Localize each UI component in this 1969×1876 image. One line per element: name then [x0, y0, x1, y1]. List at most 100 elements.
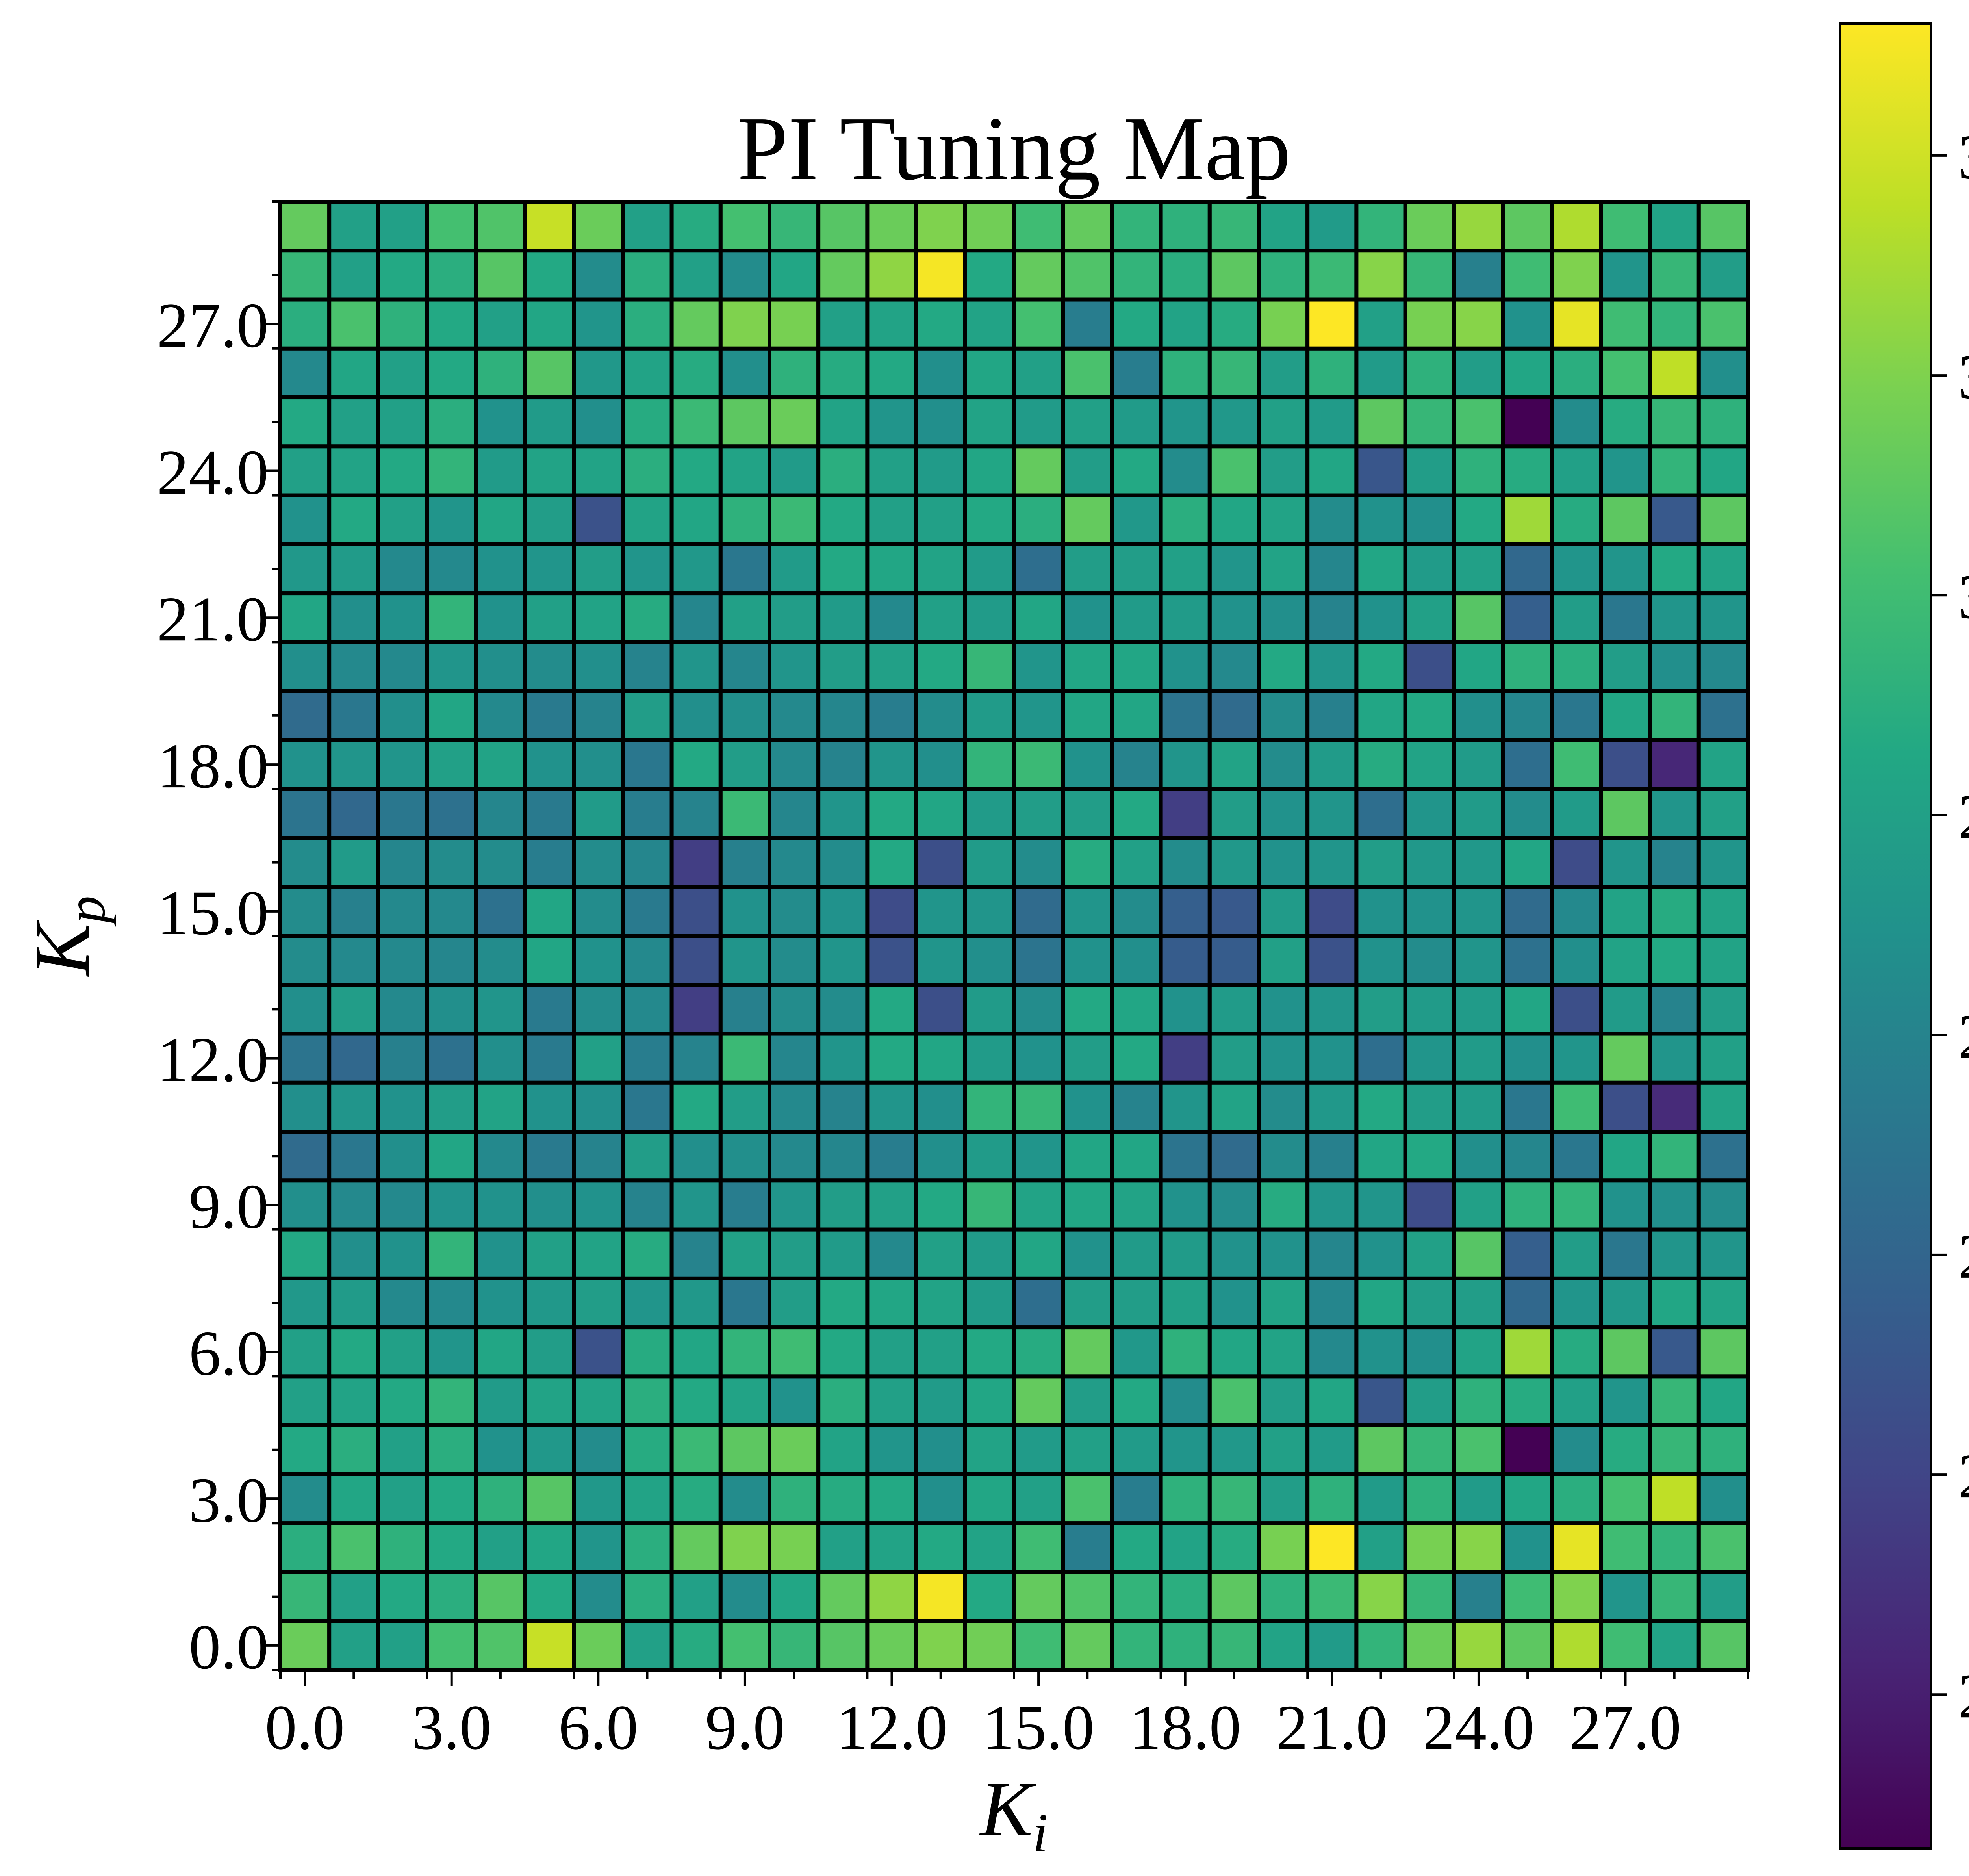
heatmap-cell [278, 297, 332, 351]
heatmap-cell [1257, 983, 1310, 1036]
heatmap-cell [1305, 885, 1359, 938]
heatmap-cell [1599, 1374, 1652, 1427]
heatmap-cell [1696, 346, 1750, 400]
heatmap-cell [1648, 983, 1701, 1036]
heatmap-cell [1648, 836, 1701, 889]
heatmap-cell [718, 493, 772, 546]
heatmap-cell [1501, 836, 1554, 889]
heatmap-cell [1550, 1032, 1603, 1085]
heatmap-cell [1599, 346, 1652, 400]
heatmap-cell [718, 738, 772, 791]
heatmap-cell [1648, 591, 1701, 644]
heatmap-cell [1159, 738, 1212, 791]
heatmap-cell [963, 395, 1016, 449]
heatmap-cell [963, 1227, 1016, 1280]
heatmap-cells [278, 200, 1750, 1672]
y-tick-label: 12.0 [157, 1025, 269, 1095]
heatmap-cell [816, 346, 870, 400]
heatmap-cell [1061, 1276, 1114, 1330]
heatmap-cell [1257, 1423, 1310, 1476]
heatmap-cell [621, 689, 674, 742]
heatmap-cell [1207, 1080, 1261, 1134]
heatmap-cell [669, 493, 723, 546]
heatmap-cell [278, 200, 332, 253]
heatmap-cell [523, 395, 576, 449]
heatmap-cell [816, 689, 870, 742]
y-tick-label: 3.0 [189, 1465, 269, 1536]
heatmap-cell [1403, 1130, 1456, 1183]
heatmap-cell [914, 542, 967, 596]
heatmap-cell [768, 1423, 821, 1476]
heatmap-cell [621, 249, 674, 302]
heatmap-cell [1550, 395, 1603, 449]
heatmap-cell [621, 1570, 674, 1623]
heatmap-cell [376, 249, 429, 302]
heatmap-cell [768, 1521, 821, 1574]
heatmap-cell [1599, 591, 1652, 644]
heatmap-cell [1257, 1374, 1310, 1427]
heatmap-cell [768, 1374, 821, 1427]
heatmap-cell [669, 1325, 723, 1379]
heatmap-cell [1501, 444, 1554, 497]
heatmap-cell [572, 493, 625, 546]
heatmap-cell [1305, 640, 1359, 693]
heatmap-cell [1696, 1276, 1750, 1330]
heatmap-cell [963, 1032, 1016, 1085]
heatmap-cell [914, 346, 967, 400]
heatmap-cell [1599, 689, 1652, 742]
heatmap-cell [1305, 787, 1359, 840]
heatmap-cell [523, 738, 576, 791]
heatmap-cell [1110, 983, 1163, 1036]
heatmap-cell [718, 1423, 772, 1476]
x-axis-label: Ki [979, 1766, 1048, 1863]
heatmap-cell [1452, 1325, 1505, 1379]
heatmap-cell [1696, 542, 1750, 596]
heatmap-cell [1110, 836, 1163, 889]
heatmap-cell [1599, 395, 1652, 449]
heatmap-cell [1207, 1570, 1261, 1623]
heatmap-cell [1550, 297, 1603, 351]
heatmap-cell [1354, 444, 1407, 497]
heatmap-cell [523, 1521, 576, 1574]
heatmap-cell [621, 885, 674, 938]
heatmap-cell [669, 1472, 723, 1525]
heatmap-cell [1501, 200, 1554, 253]
heatmap-cell [376, 1423, 429, 1476]
heatmap-cell [1550, 542, 1603, 596]
heatmap-cell [816, 493, 870, 546]
heatmap-cell [816, 1032, 870, 1085]
heatmap-cell [1061, 1178, 1114, 1232]
heatmap-cell [963, 689, 1016, 742]
heatmap-cell [1012, 1227, 1065, 1280]
heatmap-cell [1648, 1472, 1701, 1525]
heatmap-cell [1061, 1227, 1114, 1280]
heatmap-cell [1599, 836, 1652, 889]
heatmap-cell [1012, 1130, 1065, 1183]
heatmap-cell [621, 1178, 674, 1232]
heatmap-cell [1648, 738, 1701, 791]
heatmap-cell [327, 689, 380, 742]
colorbar [1839, 22, 1932, 1850]
heatmap-cell [1012, 1276, 1065, 1330]
heatmap-cell [523, 1080, 576, 1134]
heatmap-cell [1110, 689, 1163, 742]
heatmap-cell [1696, 738, 1750, 791]
heatmap-cell [1257, 787, 1310, 840]
heatmap-cell [1257, 885, 1310, 938]
heatmap-cell [1207, 1276, 1261, 1330]
heatmap-cell [572, 689, 625, 742]
heatmap-cell [1354, 1619, 1407, 1672]
heatmap-cell [278, 1227, 332, 1280]
heatmap-cell [1159, 689, 1212, 742]
heatmap-cell [1110, 640, 1163, 693]
heatmap-cell [1110, 738, 1163, 791]
heatmap-cell [669, 885, 723, 938]
heatmap-cell [425, 1472, 478, 1525]
heatmap-cell [1257, 934, 1310, 987]
heatmap-cell [376, 1619, 429, 1672]
heatmap-cell [621, 1032, 674, 1085]
heatmap-cell [1648, 1521, 1701, 1574]
heatmap-cell [768, 1032, 821, 1085]
heatmap-cell [1354, 493, 1407, 546]
heatmap-cell [816, 200, 870, 253]
